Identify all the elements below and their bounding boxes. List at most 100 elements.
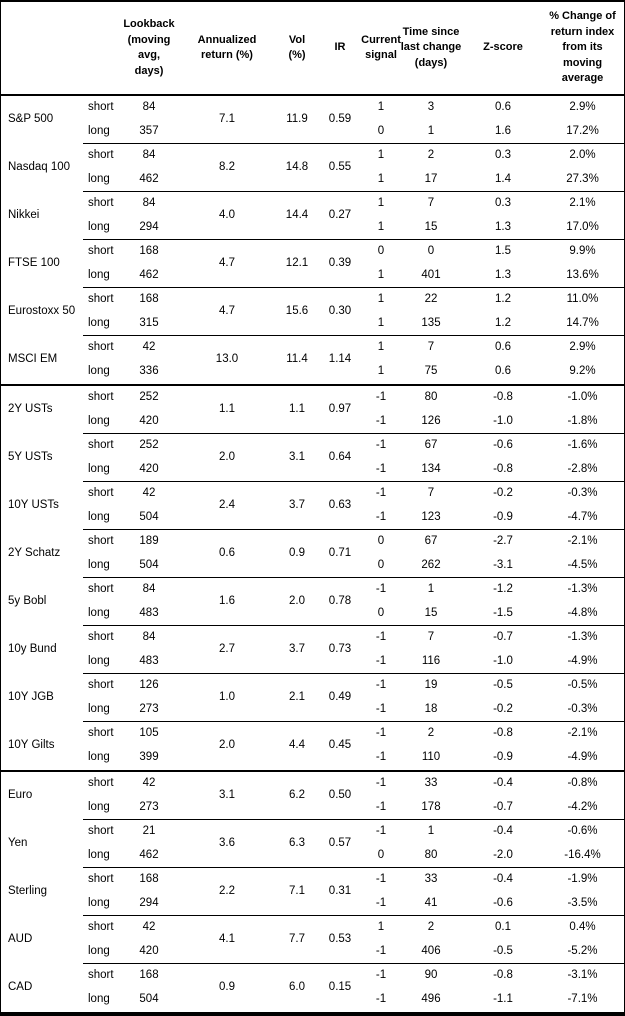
- ir-value: 0.31: [328, 885, 352, 898]
- lookback-long-value: 504: [139, 993, 159, 1006]
- vol-value: 3.7: [289, 643, 305, 656]
- row-label-short: short: [88, 825, 114, 838]
- annualized-return-value: 7.1: [219, 113, 235, 126]
- zscore-long-value: 1.6: [495, 125, 511, 138]
- time-long-value: 496: [421, 993, 441, 1006]
- lookback-long-value: 420: [139, 415, 159, 428]
- header-annualized-return: Annualized return (%): [197, 33, 257, 62]
- signal-short-value: -1: [375, 583, 387, 596]
- signal-short-value: 0: [377, 245, 385, 258]
- header-ir: IR: [334, 41, 346, 54]
- asset-name: Yen: [8, 837, 28, 850]
- pct-change-long-value: -7.1%: [567, 993, 598, 1006]
- lookback-short-value: 42: [142, 921, 156, 934]
- table-row-group: 10Y JGB short 126 long 273 1.0 2.1 0.49 …: [1, 674, 624, 722]
- vol-value: 11.4: [286, 353, 308, 366]
- signal-short-value: -1: [375, 487, 387, 500]
- ir-value: 0.73: [328, 643, 352, 656]
- pct-change-short-value: -0.5%: [567, 679, 598, 692]
- asset-name: Eurostoxx 50: [8, 305, 76, 318]
- vol-value: 1.1: [289, 403, 305, 416]
- section-divider: [1, 384, 624, 386]
- time-long-value: 134: [421, 463, 441, 476]
- time-long-value: 80: [424, 849, 438, 862]
- time-long-value: 135: [421, 317, 441, 330]
- signal-long-value: -1: [375, 993, 387, 1006]
- ir-value: 0.27: [328, 209, 352, 222]
- table-body: S&P 500 short 84 long 357 7.1 11.9 0.59 …: [1, 96, 624, 1012]
- signal-short-value: -1: [375, 631, 387, 644]
- lookback-short-value: 84: [142, 583, 156, 596]
- row-label-long: long: [88, 269, 110, 282]
- signal-long-value: -1: [375, 751, 387, 764]
- row-label-short: short: [88, 439, 114, 452]
- table-row-group: Euro short 42 long 273 3.1 6.2 0.50 -1 3…: [1, 772, 624, 820]
- lookback-long-value: 294: [139, 897, 159, 910]
- annualized-return-value: 13.0: [215, 353, 239, 366]
- row-label-long: long: [88, 607, 110, 620]
- zscore-long-value: -2.0: [493, 849, 513, 862]
- signal-long-value: -1: [375, 511, 387, 524]
- annualized-return-value: 2.0: [219, 451, 235, 464]
- annualized-return-value: 3.6: [219, 837, 235, 850]
- zscore-long-value: -0.8: [493, 463, 513, 476]
- asset-name: 5Y USTs: [8, 451, 53, 464]
- signal-long-value: -1: [375, 463, 387, 476]
- asset-name: AUD: [8, 933, 33, 946]
- pct-change-long-value: 9.2%: [569, 365, 596, 378]
- row-label-short: short: [88, 921, 114, 934]
- time-short-value: 7: [427, 631, 435, 644]
- signal-short-value: -1: [375, 727, 387, 740]
- row-label-short: short: [88, 197, 114, 210]
- annualized-return-value: 8.2: [219, 161, 235, 174]
- table-row-group: 10y Bund short 84 long 483 2.7 3.7 0.73 …: [1, 626, 624, 674]
- annualized-return-value: 0.9: [219, 981, 235, 994]
- annualized-return-value: 1.0: [219, 691, 235, 704]
- header-pct-change: % Change of return index from its moving…: [549, 10, 616, 85]
- signal-short-value: -1: [375, 969, 387, 982]
- zscore-long-value: 1.3: [495, 221, 511, 234]
- row-label-short: short: [88, 149, 114, 162]
- row-label-short: short: [88, 101, 114, 114]
- table-row-group: FTSE 100 short 168 long 462 4.7 12.1 0.3…: [1, 240, 624, 288]
- asset-name: 2Y USTs: [8, 403, 53, 416]
- zscore-short-value: -0.7: [493, 631, 513, 644]
- signal-long-value: -1: [375, 703, 387, 716]
- signal-long-value: 0: [377, 849, 385, 862]
- asset-name: MSCI EM: [8, 353, 58, 366]
- lookback-short-value: 42: [142, 777, 156, 790]
- signal-short-value: 1: [377, 341, 385, 354]
- section-divider: [1, 770, 624, 772]
- zscore-short-value: -0.2: [493, 487, 513, 500]
- asset-name: Sterling: [8, 885, 47, 898]
- row-label-long: long: [88, 415, 110, 428]
- time-long-value: 1: [427, 125, 435, 138]
- zscore-long-value: 1.2: [495, 317, 511, 330]
- row-label-long: long: [88, 365, 110, 378]
- signal-short-value: -1: [375, 873, 387, 886]
- row-label-long: long: [88, 317, 110, 330]
- signal-long-value: 1: [377, 173, 385, 186]
- time-short-value: 7: [427, 341, 435, 354]
- annualized-return-value: 4.0: [219, 209, 235, 222]
- ir-value: 0.45: [328, 739, 352, 752]
- zscore-short-value: 0.6: [495, 341, 511, 354]
- pct-change-long-value: -4.8%: [567, 607, 598, 620]
- time-short-value: 2: [427, 727, 435, 740]
- zscore-long-value: 1.4: [495, 173, 511, 186]
- lookback-short-value: 42: [142, 487, 156, 500]
- time-short-value: 19: [424, 679, 438, 692]
- pct-change-long-value: -16.4%: [564, 849, 601, 862]
- table-row-group: Nikkei short 84 long 294 4.0 14.4 0.27 1…: [1, 192, 624, 240]
- lookback-short-value: 105: [139, 727, 159, 740]
- lookback-short-value: 84: [142, 149, 156, 162]
- table-row-group: 5y Bobl short 84 long 483 1.6 2.0 0.78 -…: [1, 578, 624, 626]
- asset-name: Nasdaq 100: [8, 161, 71, 174]
- signal-long-value: 1: [377, 221, 385, 234]
- pct-change-long-value: -0.3%: [567, 703, 598, 716]
- pct-change-short-value: -1.0%: [567, 391, 598, 404]
- signal-short-value: 1: [377, 101, 385, 114]
- ir-value: 0.59: [328, 113, 352, 126]
- lookback-long-value: 504: [139, 511, 159, 524]
